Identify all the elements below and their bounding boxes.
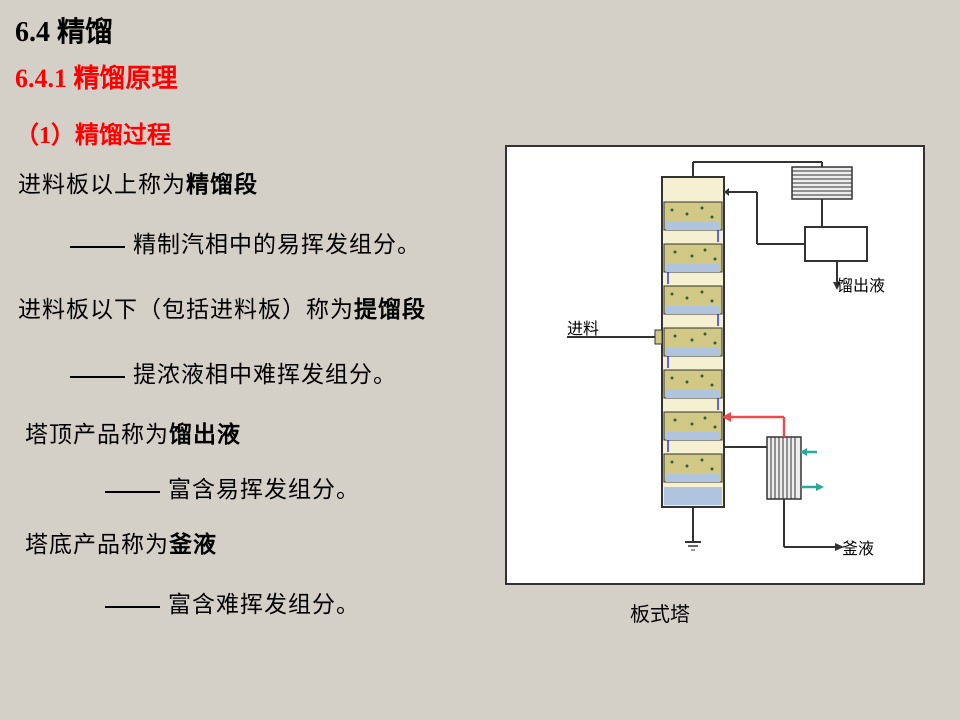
heading-3: （1）精馏过程 — [15, 115, 171, 150]
dash-2 — [70, 376, 125, 378]
line-3-pre: 塔顶产品称为 — [25, 422, 169, 447]
diagram-caption: 板式塔 — [630, 598, 690, 627]
line-1-bold: 精馏段 — [186, 172, 258, 197]
line-3-note: 富含易挥发组分。 — [105, 470, 360, 504]
line-1-note-text: 精制汽相中的易挥发组分。 — [133, 232, 421, 257]
label-bottoms: 釜液 — [842, 535, 874, 559]
dash-4 — [105, 606, 160, 608]
line-4: 塔底产品称为釜液 — [25, 525, 217, 559]
line-1-note: 精制汽相中的易挥发组分。 — [70, 225, 421, 259]
line-2: 进料板以下（包括进料板）称为提馏段 — [18, 290, 426, 324]
line-3: 塔顶产品称为馏出液 — [25, 415, 241, 449]
distillation-column-svg — [507, 147, 927, 587]
line-2-pre: 进料板以下（包括进料板）称为 — [18, 297, 354, 322]
line-4-bold: 釜液 — [169, 532, 217, 557]
line-3-note-text: 富含易挥发组分。 — [168, 477, 360, 502]
line-4-note-text: 富含难挥发组分。 — [168, 592, 360, 617]
line-4-note: 富含难挥发组分。 — [105, 585, 360, 619]
label-distillate: 馏出液 — [837, 272, 885, 296]
heading-2: 6.4.1 精馏原理 — [15, 58, 178, 95]
label-feed: 进料 — [567, 315, 599, 339]
line-4-pre: 塔底产品称为 — [25, 532, 169, 557]
dash-3 — [105, 491, 160, 493]
heading-1: 6.4 精馏 — [15, 10, 113, 50]
line-3-bold: 馏出液 — [169, 422, 241, 447]
line-2-bold: 提馏段 — [354, 297, 426, 322]
line-1-pre: 进料板以上称为 — [18, 172, 186, 197]
line-1: 进料板以上称为精馏段 — [18, 165, 258, 199]
line-2-note-text: 提浓液相中难挥发组分。 — [133, 362, 397, 387]
slide: 6.4 精馏 6.4.1 精馏原理 （1）精馏过程 进料板以上称为精馏段 精制汽… — [0, 0, 960, 720]
line-2-note: 提浓液相中难挥发组分。 — [70, 355, 397, 389]
dash-1 — [70, 246, 125, 248]
diagram-frame: 进料 馏出液 釜液 — [505, 145, 925, 585]
